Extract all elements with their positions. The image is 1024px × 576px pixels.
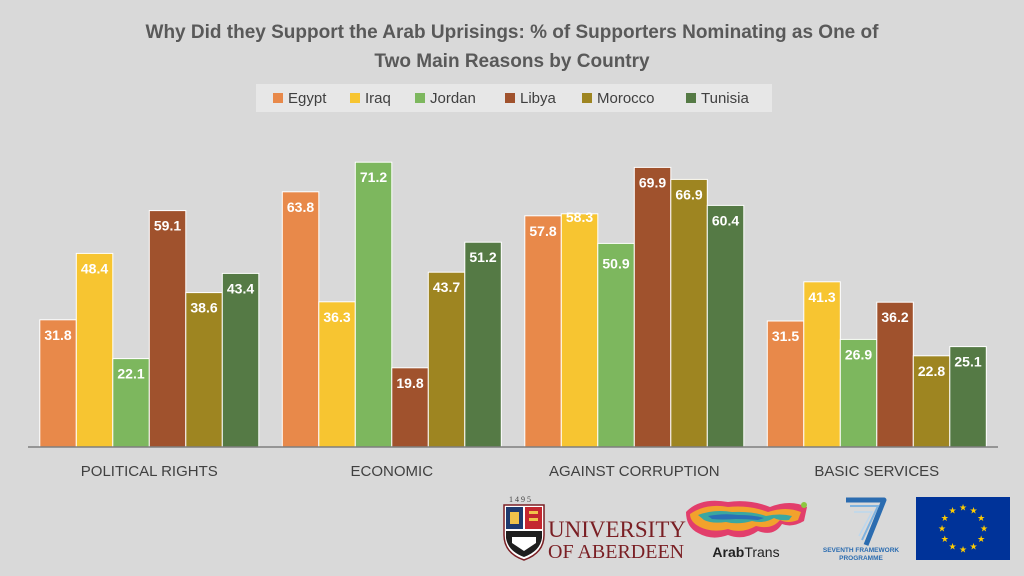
arabtrans-logo: ArabTrans [686,500,807,560]
data-label-libya-against-corruption: 69.9 [639,174,666,190]
data-label-morocco-political-rights: 38.6 [190,300,217,316]
legend-swatch-iraq [350,93,360,103]
data-label-tunisia-against-corruption: 60.4 [712,212,739,228]
data-label-tunisia-political-rights: 43.4 [227,280,254,296]
legend-swatch-morocco [582,93,592,103]
data-label-morocco-against-corruption: 66.9 [675,186,702,202]
bar-jordan-against-corruption [597,242,635,448]
data-label-egypt-against-corruption: 57.8 [529,223,556,239]
university-of-aberdeen-logo: 1 4 9 5 UNIVERSITY OF ABERDEEN [503,495,686,563]
chart-title-line1: Why Did they Support the Arab Uprisings:… [146,22,880,43]
eu-star-icon: ★ [948,542,956,552]
bar-iraq-political-rights [75,252,114,448]
data-label-egypt-political-rights: 31.8 [44,327,71,343]
bar-tunisia-against-corruption [706,204,745,448]
data-label-jordan-against-corruption: 50.9 [602,255,629,271]
aberdeen-year: 1 4 9 5 [509,495,531,504]
legend-swatch-egypt [273,93,283,103]
legend-swatch-jordan [415,93,425,103]
bar-iraq-basic-services [803,281,841,448]
category-label-economic: ECONOMIC [351,463,434,480]
eu-star-icon: ★ [938,524,946,534]
bar-libya-economic [391,367,429,448]
legend-label-jordan: Jordan [430,90,476,107]
bar-tunisia-economic [464,241,502,448]
data-label-tunisia-economic: 51.2 [469,249,496,265]
chart-title: Why Did they Support the Arab Uprisings:… [146,22,880,72]
fp7-name-line1: SEVENTH FRAMEWORK [823,547,900,554]
legend-label-egypt: Egypt [288,90,327,107]
legend-label-morocco: Morocco [597,90,655,107]
bar-jordan-economic [354,161,393,448]
bar-iraq-against-corruption [560,213,599,448]
category-label-basic-services: BASIC SERVICES [814,463,939,480]
bar-libya-political-rights [148,210,187,448]
bar-morocco-against-corruption [670,178,708,448]
data-label-jordan-economic: 71.2 [360,169,387,185]
bar-morocco-basic-services [912,355,951,448]
legend-label-iraq: Iraq [365,90,391,107]
data-label-morocco-basic-services: 22.8 [918,363,945,379]
arabtrans-wordmark: ArabTrans [712,544,779,560]
bars [39,161,987,448]
eu-star-icon: ★ [959,503,967,513]
data-label-libya-political-rights: 59.1 [154,218,181,234]
eu-star-icon: ★ [969,542,977,552]
bar-morocco-economic [427,271,466,448]
bar-egypt-political-rights [39,319,77,448]
eu-star-icon: ★ [941,513,949,523]
data-label-iraq-basic-services: 41.3 [808,289,835,305]
bar-egypt-economic [281,191,320,448]
chart-title-line2: Two Main Reasons by Country [374,51,650,72]
category-label-political-rights: POLITICAL RIGHTS [81,463,218,480]
category-labels: POLITICAL RIGHTS ECONOMIC AGAINST CORRUPTI… [81,463,939,480]
data-label-egypt-basic-services: 31.5 [772,328,799,344]
data-label-iraq-political-rights: 48.4 [81,260,108,276]
data-label-jordan-political-rights: 22.1 [117,366,144,382]
category-label-against-corruption: AGAINST CORRUPTION [549,463,720,480]
data-label-iraq-economic: 36.3 [323,309,350,325]
eu-star-icon: ★ [969,505,977,515]
bar-morocco-political-rights [185,292,223,448]
eu-star-icon: ★ [941,534,949,544]
eu-flag-icon: ★ ★★★★★★★★★★★ [916,497,1010,560]
legend-label-tunisia: Tunisia [701,90,749,107]
legend: Egypt Iraq Jordan Libya Morocco Tunisia [273,90,749,107]
data-label-libya-basic-services: 36.2 [881,309,908,325]
bar-iraq-economic [318,301,356,448]
data-labels: 31.8 48.4 22.1 59.1 38.6 43.4 63.8 36.3 71.2 19.8… [44,169,981,391]
data-label-egypt-economic: 63.8 [287,199,314,215]
eu-star-icon: ★ [980,524,988,534]
eu-star-icon: ★ [977,513,985,523]
data-label-iraq-against-corruption: 58.3 [566,209,593,225]
bar-egypt-against-corruption [524,215,562,448]
data-label-jordan-basic-services: 26.9 [845,346,872,362]
eu-star-icon: ★ [977,534,985,544]
aberdeen-name-line1: UNIVERSITY [548,517,686,542]
fp7-seven-icon [846,497,887,546]
bar-libya-against-corruption [633,166,672,448]
bar-tunisia-basic-services [949,346,987,448]
aberdeen-crest-icon [503,504,545,561]
eu-star-icon: ★ [959,545,967,555]
eu-star-icon: ★ [948,505,956,515]
legend-swatch-tunisia [686,93,696,103]
data-label-morocco-economic: 43.7 [433,279,460,295]
bar-tunisia-political-rights [221,272,260,448]
seventh-framework-programme-logo: SEVENTH FRAMEWORK PROGRAMME [823,497,900,562]
aberdeen-name-line2: OF ABERDEEN [548,541,684,563]
legend-label-libya: Libya [520,90,557,107]
data-label-libya-economic: 19.8 [396,375,423,391]
legend-swatch-libya [505,93,515,103]
data-label-tunisia-basic-services: 25.1 [954,354,981,370]
fp7-name-line2: PROGRAMME [839,555,883,562]
arabtrans-map-icon [686,500,807,538]
